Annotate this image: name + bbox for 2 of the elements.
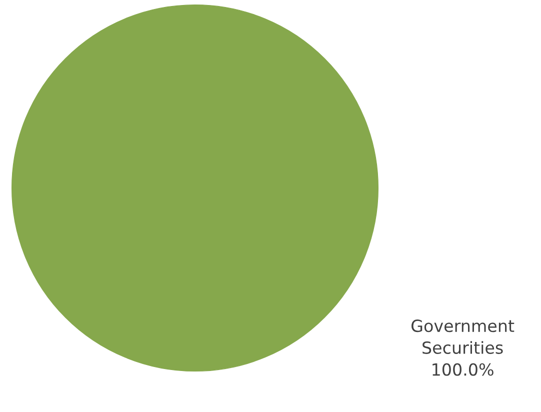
data-label: 100.0% [432,363,494,376]
slice-label: Government Securities [412,320,514,354]
